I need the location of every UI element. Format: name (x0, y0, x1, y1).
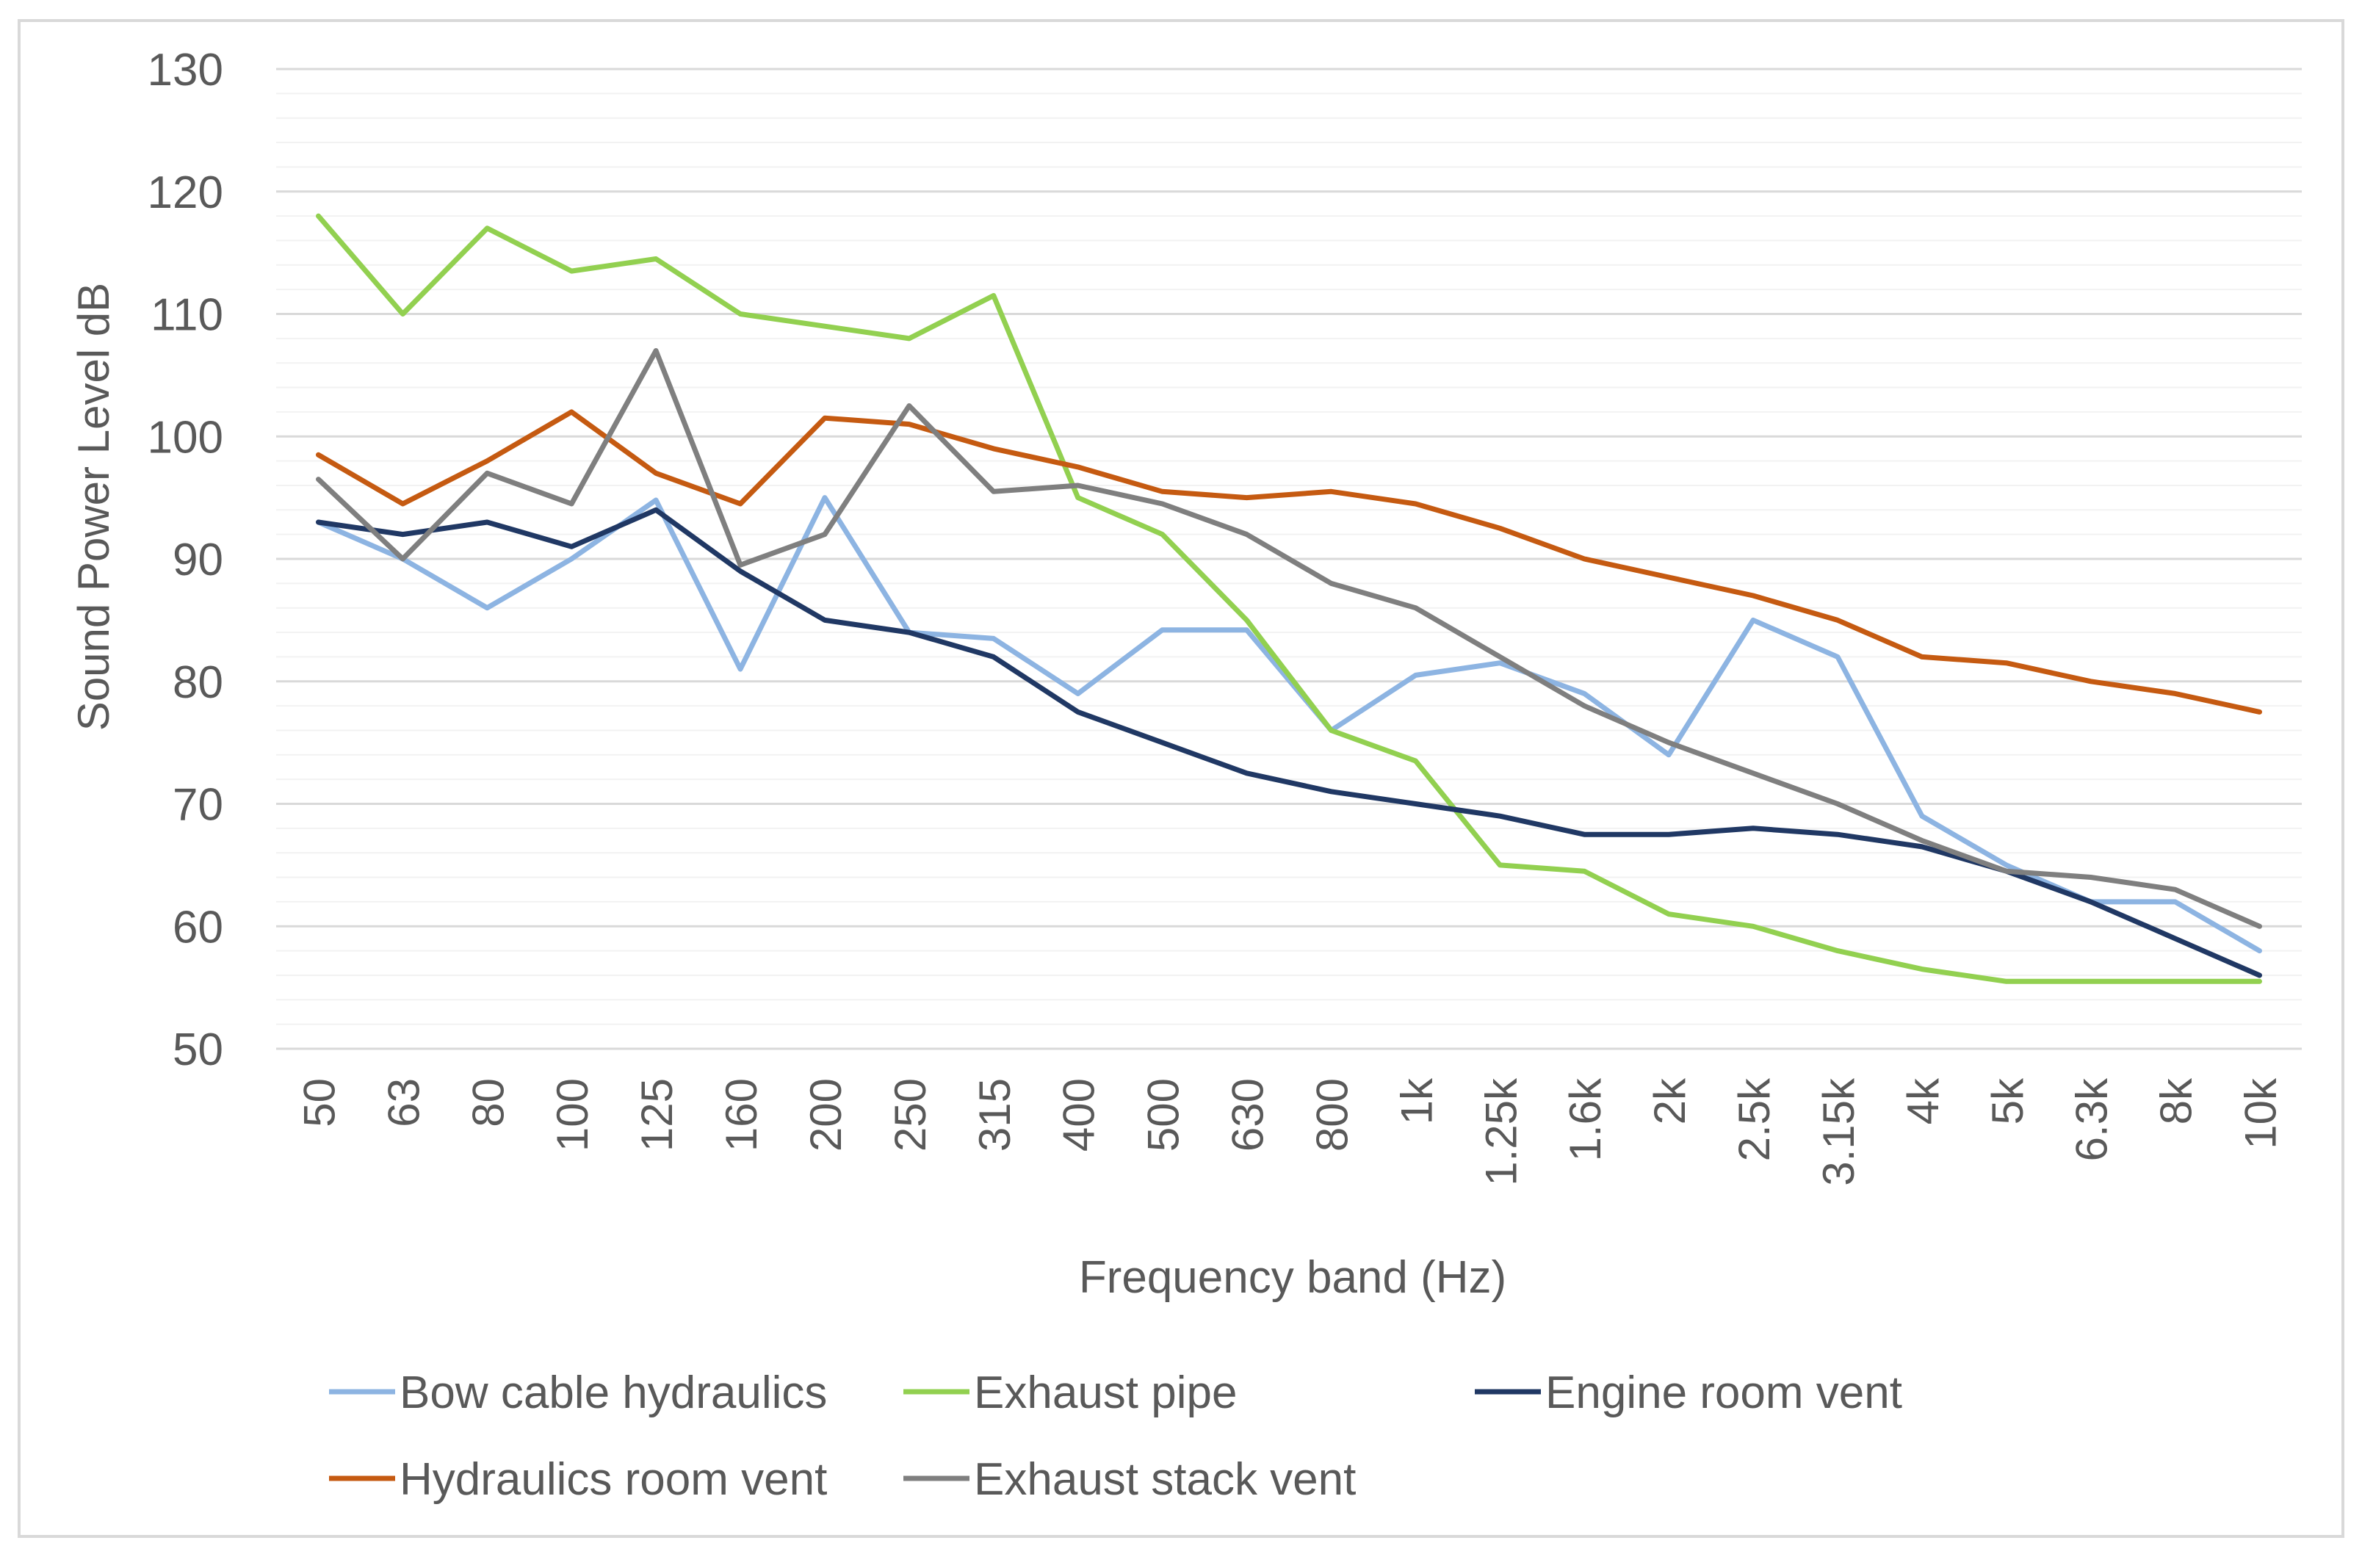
x-tick-label: 5k (1983, 1077, 2032, 1124)
series-line-engine-room-vent (316, 507, 2262, 978)
x-tick-label: 125 (632, 1078, 682, 1152)
x-axis-label: Frequency band (Hz) (1079, 1252, 1506, 1303)
y-tick-label: 70 (173, 780, 223, 831)
x-tick-label: 1.6k (1561, 1077, 1610, 1161)
x-tick-label: 6.3k (2067, 1077, 2117, 1161)
x-tick-label: 630 (1224, 1078, 1273, 1152)
y-axis-ticks: 50 60 70 80 90 100 110 120 130 (148, 45, 223, 1075)
series-line-exhaust-stack-vent (316, 348, 2262, 929)
y-tick-label: 90 (173, 535, 223, 585)
y-tick-label: 50 (173, 1025, 223, 1075)
y-axis-label: Sound Power Level dB (69, 283, 118, 731)
x-tick-label: 50 (295, 1078, 344, 1127)
legend-label: Exhaust stack vent (974, 1454, 1356, 1505)
chart-frame (18, 19, 2344, 1538)
x-tick-label: 100 (548, 1078, 597, 1152)
x-tick-label: 2k (1645, 1077, 1694, 1124)
x-tick-label: 200 (801, 1078, 850, 1152)
x-tick-label: 400 (1055, 1078, 1104, 1152)
y-tick-label: 110 (151, 290, 223, 341)
series-line-hydraulics-room-vent (316, 409, 2262, 715)
x-tick-label: 315 (970, 1078, 1019, 1152)
x-tick-label: 10k (2236, 1077, 2286, 1149)
y-tick-label: 120 (148, 167, 223, 218)
y-tick-label: 60 (173, 902, 223, 953)
legend-label: Hydraulics room vent (400, 1454, 827, 1505)
x-tick-label: 250 (886, 1078, 935, 1152)
legend-label: Exhaust pipe (974, 1368, 1237, 1418)
minor-gridlines (276, 93, 2302, 1025)
series-lines (316, 213, 2262, 984)
series-line-bow-cable-hydraulics (316, 495, 2262, 954)
x-tick-label: 63 (379, 1078, 428, 1127)
x-tick-label: 4k (1899, 1077, 1948, 1124)
x-tick-label: 80 (463, 1078, 513, 1127)
x-tick-label: 160 (717, 1078, 766, 1152)
y-tick-label: 80 (173, 657, 223, 708)
x-tick-label: 1k (1392, 1077, 1441, 1124)
legend-label: Bow cable hydraulics (400, 1368, 827, 1418)
x-tick-label: 800 (1307, 1078, 1357, 1152)
x-tick-label: 500 (1139, 1078, 1188, 1152)
x-tick-label: 3.15k (1814, 1077, 1863, 1186)
y-tick-label: 130 (148, 45, 223, 95)
x-axis-ticks: 50 63 80 100 125 160 200 250 315 400 500 630 800 1k 1.… (295, 1077, 2285, 1186)
x-tick-label: 1.25k (1476, 1077, 1525, 1186)
x-tick-label: 8k (2152, 1077, 2201, 1124)
legend-label: Engine room vent (1545, 1368, 1902, 1418)
x-tick-label: 2.5k (1730, 1077, 1779, 1161)
legend: Bow cable hydraulics Exhaust pipe Engine r… (329, 1368, 1902, 1505)
y-tick-label: 100 (148, 412, 223, 463)
series-line-exhaust-pipe (316, 213, 2262, 984)
